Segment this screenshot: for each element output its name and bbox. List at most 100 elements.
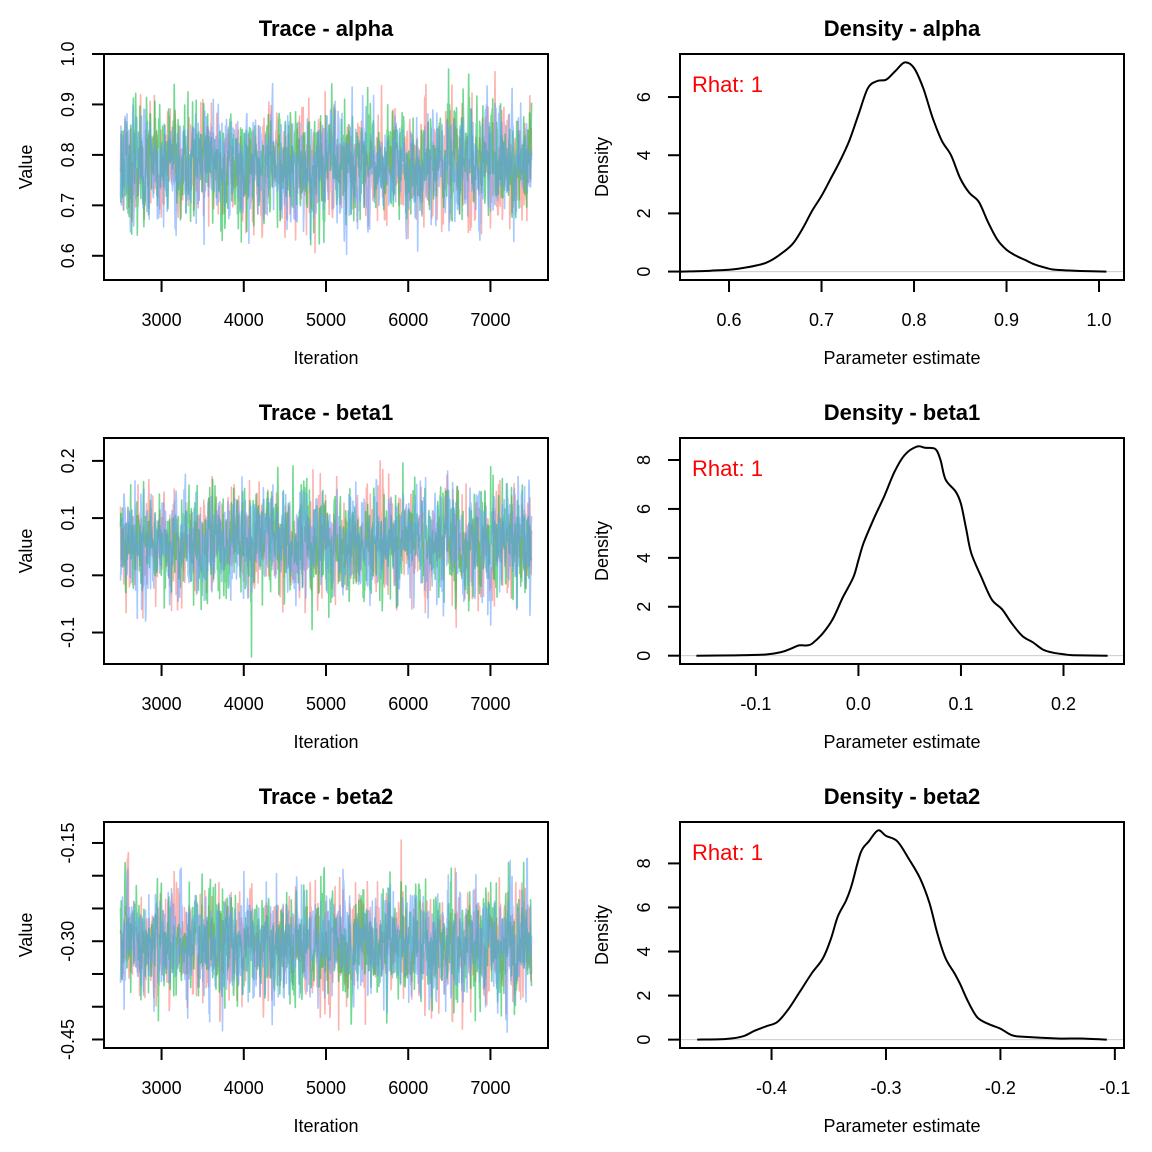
- y-tick-label: 0.2: [58, 448, 78, 473]
- y-tick-label: 0: [634, 651, 654, 661]
- y-axis-label: Density: [592, 137, 612, 197]
- y-axis: 0 2 4 6: [634, 92, 681, 277]
- x-tick-label: 6000: [388, 1078, 428, 1098]
- x-tick-label: -0.1: [1099, 1078, 1130, 1098]
- y-tick-label: 8: [634, 858, 654, 868]
- y-axis-label: Density: [592, 521, 612, 581]
- x-tick-label: 4000: [224, 1078, 264, 1098]
- x-axis-label: Parameter estimate: [823, 348, 980, 368]
- trace-beta1-panel: Trace - beta1 3000 4000 5000 6000 7000 Iterati…: [16, 400, 549, 752]
- x-axis: 3000 4000 5000 6000 7000: [142, 663, 510, 714]
- x-tick-label: -0.1: [740, 694, 771, 714]
- x-tick-label: 5000: [306, 310, 346, 330]
- x-tick-label: 0.6: [717, 310, 742, 330]
- y-tick-label: 4: [634, 947, 654, 957]
- y-tick-label: 0.9: [58, 92, 78, 117]
- x-tick-label: 3000: [142, 310, 182, 330]
- x-axis: 3000 4000 5000 6000 7000: [142, 279, 510, 330]
- x-axis-label: Iteration: [293, 1116, 358, 1136]
- x-tick-label: 4000: [224, 310, 264, 330]
- density-curve: [697, 829, 1107, 1041]
- x-axis-label: Iteration: [293, 732, 358, 752]
- y-tick-label: 2: [634, 991, 654, 1001]
- y-tick-label: 0.7: [58, 193, 78, 218]
- x-axis: -0.1 0.0 0.1 0.2: [740, 663, 1076, 714]
- density-beta2-panel: Density - beta2 Rhat: 1 -0.4 -0.3 -0.2 -0.1 Pa…: [592, 784, 1130, 1136]
- trace-line-chain-3: [119, 82, 533, 256]
- trace-line-chain-2: [119, 462, 533, 658]
- y-tick-label: -0.30: [58, 921, 78, 962]
- y-tick-label: 1.0: [58, 41, 78, 66]
- y-axis: 0.6 0.7 0.8 0.9 1.0: [58, 41, 105, 268]
- y-tick-label: 0: [634, 1035, 654, 1045]
- y-tick-label: 0.0: [58, 563, 78, 588]
- x-tick-label: 5000: [306, 694, 346, 714]
- panel-title: Trace - alpha: [259, 16, 394, 41]
- panel-title: Trace - beta2: [259, 784, 394, 809]
- y-tick-label: 6: [634, 92, 654, 102]
- y-tick-label: 2: [634, 208, 654, 218]
- y-tick-label: 0: [634, 267, 654, 277]
- y-tick-label: 6: [634, 902, 654, 912]
- x-tick-label: 0.1: [948, 694, 973, 714]
- x-tick-label: -0.2: [985, 1078, 1016, 1098]
- plot-area: [680, 829, 1124, 1041]
- rhat-annotation: Rhat: 1: [692, 456, 763, 481]
- x-tick-label: 5000: [306, 1078, 346, 1098]
- trace-line-chain-3: [119, 470, 533, 626]
- x-axis-label: Iteration: [293, 348, 358, 368]
- rhat-annotation: Rhat: 1: [692, 840, 763, 865]
- y-tick-label: 4: [634, 553, 654, 563]
- y-axis-label: Value: [16, 145, 36, 190]
- x-axis: 3000 4000 5000 6000 7000: [142, 1047, 510, 1098]
- x-tick-label: 3000: [142, 1078, 182, 1098]
- y-tick-label: 8: [634, 455, 654, 465]
- x-axis-label: Parameter estimate: [823, 732, 980, 752]
- panel-title: Trace - beta1: [259, 400, 394, 425]
- x-axis: 0.6 0.7 0.8 0.9 1.0: [717, 279, 1112, 330]
- plot-area: [680, 445, 1124, 657]
- density-curve: [696, 445, 1108, 657]
- plot-area: [119, 459, 533, 658]
- x-tick-label: 7000: [470, 310, 510, 330]
- panel-title: Density - beta1: [824, 400, 981, 425]
- x-tick-label: 4000: [224, 694, 264, 714]
- y-tick-label: 0.1: [58, 506, 78, 531]
- y-axis: 0 2 4 6 8: [634, 455, 681, 661]
- plot-area: [119, 839, 533, 1033]
- y-axis: -0.1 0.0 0.1 0.2: [58, 448, 105, 648]
- y-tick-label: 4: [634, 150, 654, 160]
- plot-area: [680, 61, 1124, 273]
- density-beta1-panel: Density - beta1 Rhat: 1 -0.1 0.0 0.1 0.2 Param…: [592, 400, 1125, 752]
- y-axis-label: Value: [16, 529, 36, 574]
- panel-title: Density - alpha: [824, 16, 981, 41]
- x-tick-label: 7000: [470, 1078, 510, 1098]
- x-tick-label: 0.9: [994, 310, 1019, 330]
- x-tick-label: 3000: [142, 694, 182, 714]
- x-tick-label: 0.8: [902, 310, 927, 330]
- trace-beta2-panel: Trace - beta2 3000 4000 5000 6000 7000 Iterati…: [16, 784, 549, 1136]
- y-tick-label: -0.45: [58, 1019, 78, 1060]
- y-axis: 0 2 4 6 8: [634, 858, 681, 1045]
- panel-title: Density - beta2: [824, 784, 981, 809]
- x-tick-label: 0.7: [809, 310, 834, 330]
- x-tick-label: 6000: [388, 694, 428, 714]
- rhat-annotation: Rhat: 1: [692, 72, 763, 97]
- plot-area: [119, 68, 533, 256]
- y-tick-label: 6: [634, 504, 654, 514]
- y-axis: -0.45 -0.30 -0.15: [58, 822, 105, 1060]
- trace-alpha-panel: Trace - alpha 3000 4000 5000 6000 7000 Iterati…: [16, 16, 549, 368]
- trace-line-chain-3: [119, 857, 533, 1033]
- y-tick-label: -0.15: [58, 822, 78, 863]
- x-tick-label: -0.4: [756, 1078, 787, 1098]
- y-axis-label: Density: [592, 905, 612, 965]
- density-alpha-panel: Density - alpha Rhat: 1 0.6 0.7 0.8 0.9 1.0 Par…: [592, 16, 1125, 368]
- y-tick-label: 2: [634, 602, 654, 612]
- x-axis: -0.4 -0.3 -0.2 -0.1: [756, 1047, 1130, 1098]
- y-axis-label: Value: [16, 913, 36, 958]
- x-tick-label: -0.3: [870, 1078, 901, 1098]
- x-tick-label: 7000: [470, 694, 510, 714]
- y-tick-label: 0.8: [58, 142, 78, 167]
- x-tick-label: 0.2: [1051, 694, 1076, 714]
